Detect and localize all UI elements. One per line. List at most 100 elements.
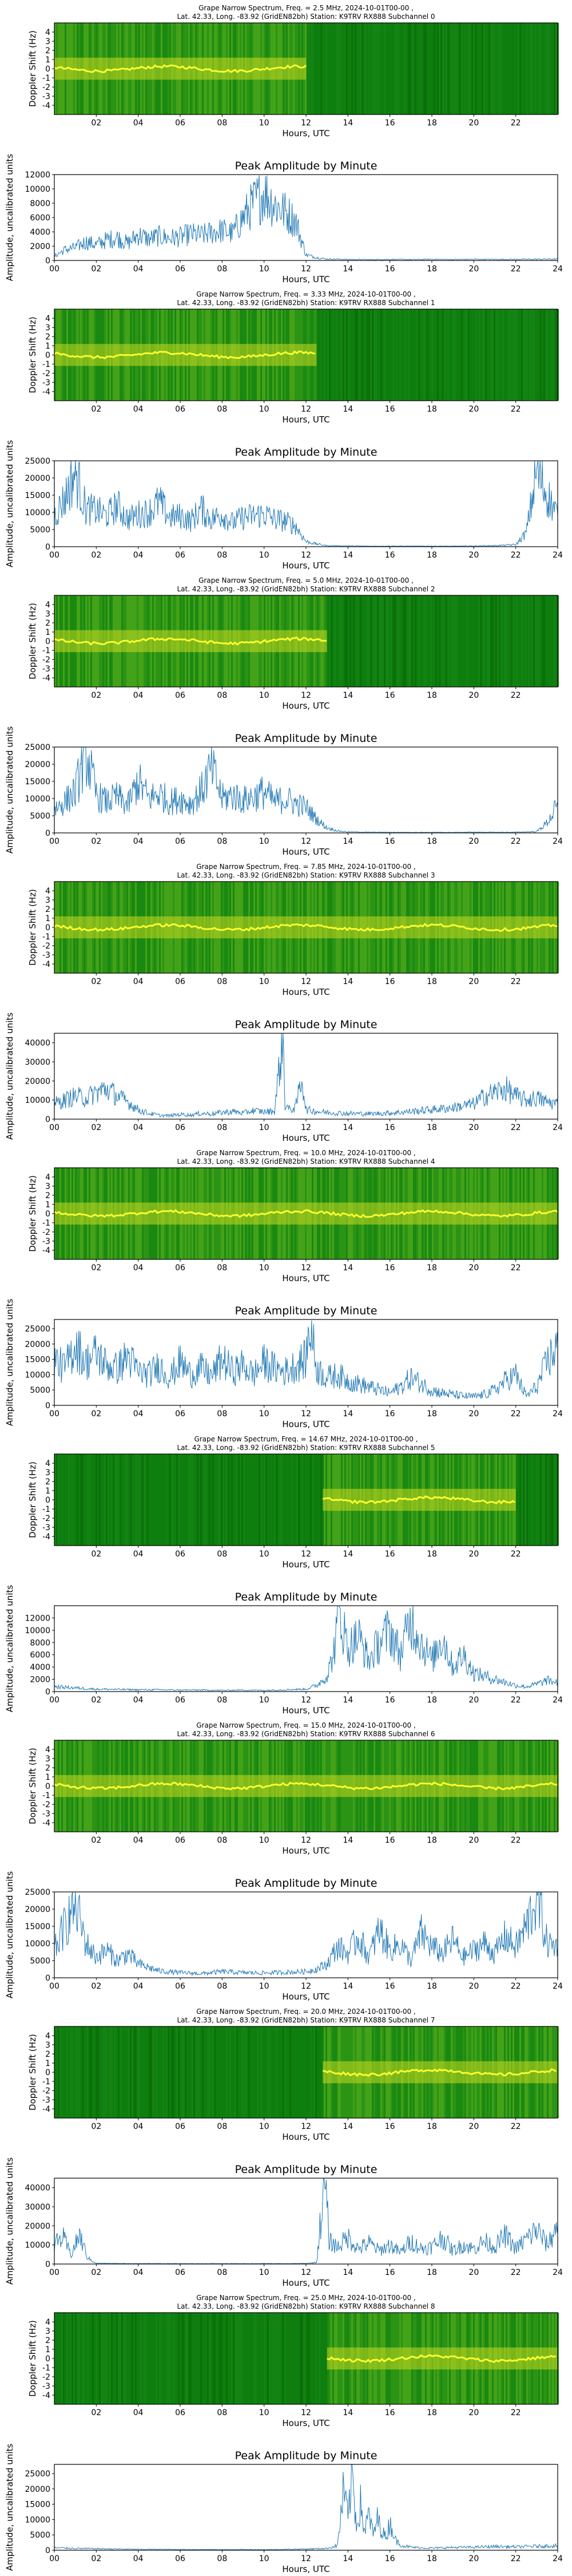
y-tick-label: -3 bbox=[42, 1809, 50, 1819]
x-tick-label: 16 bbox=[385, 1982, 395, 1991]
amplitude-title: Peak Amplitude by Minute bbox=[235, 732, 378, 745]
spectrogram-strip bbox=[494, 23, 495, 114]
x-tick-label: 18 bbox=[427, 691, 437, 700]
x-tick-label: 20 bbox=[468, 405, 479, 414]
spectrogram-strip bbox=[410, 23, 411, 114]
x-tick-label: 12 bbox=[301, 977, 311, 986]
spectrogram-strip bbox=[442, 23, 444, 114]
spectrogram-strip bbox=[185, 2026, 186, 2118]
x-tick-label: 16 bbox=[385, 405, 395, 414]
x-tick-label: 14 bbox=[343, 2554, 353, 2563]
spectrogram-strip bbox=[531, 1454, 533, 1546]
spectrogram-strip bbox=[221, 2313, 223, 2404]
spectrogram-strip bbox=[298, 2313, 300, 2404]
x-tick-label: 04 bbox=[133, 1982, 144, 1991]
spectrogram-strip bbox=[377, 23, 379, 114]
spectrogram-strip bbox=[458, 595, 459, 687]
y-tick-label: 0 bbox=[45, 923, 50, 933]
x-tick-label: 20 bbox=[468, 2408, 479, 2417]
spectrogram-strip bbox=[339, 23, 341, 114]
spectrogram-title-line2: Lat. 42.33, Long. -83.92 (GridEN82bh) St… bbox=[177, 1157, 435, 1165]
spectrogram-strip bbox=[422, 23, 423, 114]
spectrogram-strip bbox=[375, 595, 377, 687]
spectrogram-strip bbox=[521, 1454, 523, 1546]
y-tick-label: 20000 bbox=[25, 474, 50, 483]
y-tick-label: 1 bbox=[45, 1773, 50, 1782]
spectrogram-title-line1: Grape Narrow Spectrum, Freq. = 5.0 MHz, … bbox=[198, 576, 414, 584]
x-tick-label: 02 bbox=[91, 837, 101, 846]
spectrogram-strip bbox=[109, 2313, 111, 2404]
spectrogram-strip bbox=[490, 23, 492, 114]
spectrogram-strip bbox=[228, 2026, 229, 2118]
spectrogram-title-line2: Lat. 42.33, Long. -83.92 (GridEN82bh) St… bbox=[177, 2016, 435, 2024]
x-tick-label: 18 bbox=[427, 1696, 437, 1705]
spectrogram-strip bbox=[274, 2313, 276, 2404]
spectrogram-strip bbox=[66, 2313, 68, 2404]
spectrogram-strip bbox=[164, 1454, 166, 1546]
spectrogram-strip bbox=[104, 2026, 106, 2118]
y-axis-label: Amplitude, uncalibrated units bbox=[5, 440, 15, 568]
x-tick-label: 00 bbox=[49, 1982, 59, 1991]
spectrogram-strip bbox=[140, 2313, 142, 2404]
spectrogram-strip bbox=[190, 2313, 192, 2404]
y-tick-label: 4 bbox=[45, 1173, 50, 1182]
spectrogram-strip bbox=[500, 595, 502, 687]
spectrogram-strip bbox=[157, 2313, 159, 2404]
spectrogram-strip bbox=[65, 1454, 66, 1546]
spectrogram-strip bbox=[322, 23, 324, 114]
spectrogram-strip bbox=[286, 1454, 288, 1546]
y-tick-label: 3 bbox=[45, 1755, 50, 1764]
x-tick-label: 12 bbox=[301, 837, 311, 846]
x-tick-label: 04 bbox=[133, 2408, 144, 2417]
spectrogram-strip bbox=[156, 2313, 157, 2404]
spectrogram-strip bbox=[269, 1454, 271, 1546]
spectrogram-strip bbox=[121, 1454, 123, 1546]
spectrogram-strip bbox=[327, 23, 329, 114]
spectrogram-strip bbox=[454, 23, 456, 114]
x-tick-label: 02 bbox=[91, 405, 101, 414]
spectrogram-strip bbox=[451, 23, 452, 114]
x-tick-label: 20 bbox=[468, 2554, 479, 2563]
x-tick-label: 14 bbox=[343, 837, 353, 846]
x-tick-label: 08 bbox=[217, 2122, 227, 2131]
spectrogram-strip bbox=[334, 595, 336, 687]
spectrogram-strip bbox=[123, 1454, 125, 1546]
spectrogram-strip bbox=[464, 309, 466, 401]
spectrogram-strip bbox=[392, 23, 394, 114]
spectrogram-strip bbox=[367, 309, 368, 401]
spectrogram-strip bbox=[164, 2313, 166, 2404]
x-axis-label: Hours, UTC bbox=[282, 128, 329, 139]
spectrogram-strip bbox=[116, 2026, 118, 2118]
spectrogram-strip bbox=[540, 23, 542, 114]
spectrogram-strip bbox=[391, 595, 392, 687]
y-tick-label: -4 bbox=[42, 674, 50, 683]
amplitude-plot-17: Peak Amplitude by Minute 0 5000 10000 15000 2… bbox=[5, 2444, 563, 2574]
amplitude-series-line bbox=[54, 1891, 558, 1977]
spectrogram-strip bbox=[449, 23, 451, 114]
x-tick-label: 20 bbox=[468, 1409, 479, 1419]
y-tick-label: 15000 bbox=[25, 2500, 50, 2510]
amplitude-background bbox=[54, 461, 558, 547]
spectrogram-strip bbox=[499, 23, 500, 114]
x-tick-label: 04 bbox=[133, 2122, 144, 2131]
spectrogram-strip bbox=[90, 2026, 92, 2118]
x-axis-label: Hours, UTC bbox=[282, 2418, 329, 2428]
y-axis-label: Doppler Shift (Hz) bbox=[27, 1175, 38, 1252]
y-tick-label: 4 bbox=[45, 314, 50, 323]
y-tick-label: 4 bbox=[45, 1459, 50, 1468]
spectrogram-strip bbox=[123, 2026, 125, 2118]
spectrogram-strip bbox=[415, 595, 416, 687]
x-tick-label: 14 bbox=[343, 1696, 353, 1705]
x-tick-label: 00 bbox=[49, 837, 59, 846]
spectrogram-strip bbox=[228, 1454, 229, 1546]
spectrogram-strip bbox=[162, 2026, 164, 2118]
spectrogram-strip bbox=[396, 595, 398, 687]
spectrogram-strip bbox=[102, 1454, 104, 1546]
spectrogram-strip bbox=[552, 595, 554, 687]
spectrogram-strip bbox=[355, 309, 356, 401]
spectrogram-trace bbox=[322, 1495, 516, 1504]
amplitude-series-line bbox=[54, 1320, 558, 1400]
spectrogram-strip bbox=[466, 309, 468, 401]
x-tick-label: 16 bbox=[385, 2408, 395, 2417]
y-tick-label: 4 bbox=[45, 2032, 50, 2041]
